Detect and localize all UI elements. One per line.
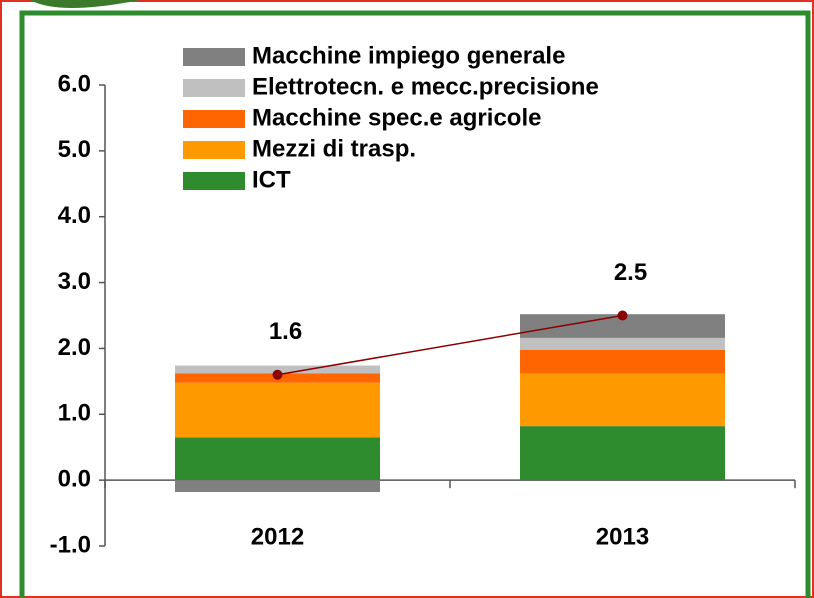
legend-swatch <box>183 141 245 159</box>
x-tick-label: 2012 <box>251 523 304 550</box>
legend-swatch <box>183 110 245 128</box>
legend-swatch <box>183 172 245 190</box>
bar-segment <box>520 349 725 374</box>
bar-segment <box>520 314 725 338</box>
bar-segment <box>520 373 725 427</box>
y-tick-label: 4.0 <box>58 202 91 229</box>
data-label: 2.5 <box>614 259 647 286</box>
legend-swatch <box>183 79 245 97</box>
legend-label: ICT <box>252 166 291 193</box>
bar-segment <box>175 437 380 481</box>
bar-segment <box>175 365 380 374</box>
y-tick-label: 2.0 <box>58 334 91 361</box>
y-tick-label: 5.0 <box>58 136 91 163</box>
bar-segment <box>520 337 725 350</box>
total-point <box>272 369 283 380</box>
data-label: 1.6 <box>269 318 302 345</box>
y-tick-label: 0.0 <box>58 465 91 492</box>
frame <box>19 10 811 598</box>
legend-label: Macchine impiego generale <box>252 42 565 69</box>
total-point <box>617 310 628 321</box>
x-tick-label: 2013 <box>596 523 649 550</box>
y-tick-label: 6.0 <box>58 70 91 97</box>
decor <box>30 0 140 8</box>
legend-label: Macchine spec.e agricole <box>252 104 541 131</box>
bar-segment <box>175 480 380 492</box>
legend-label: Mezzi di trasp. <box>252 135 416 162</box>
y-tick-label: 1.0 <box>58 400 91 427</box>
legend-swatch <box>183 48 245 66</box>
y-tick-label: -1.0 <box>50 531 91 558</box>
legend-label: Elettrotecn. e mecc.precisione <box>252 73 599 100</box>
bar-segment <box>175 382 380 438</box>
total-line <box>277 314 623 376</box>
bar-segment <box>520 426 725 481</box>
y-tick-label: 3.0 <box>58 268 91 295</box>
